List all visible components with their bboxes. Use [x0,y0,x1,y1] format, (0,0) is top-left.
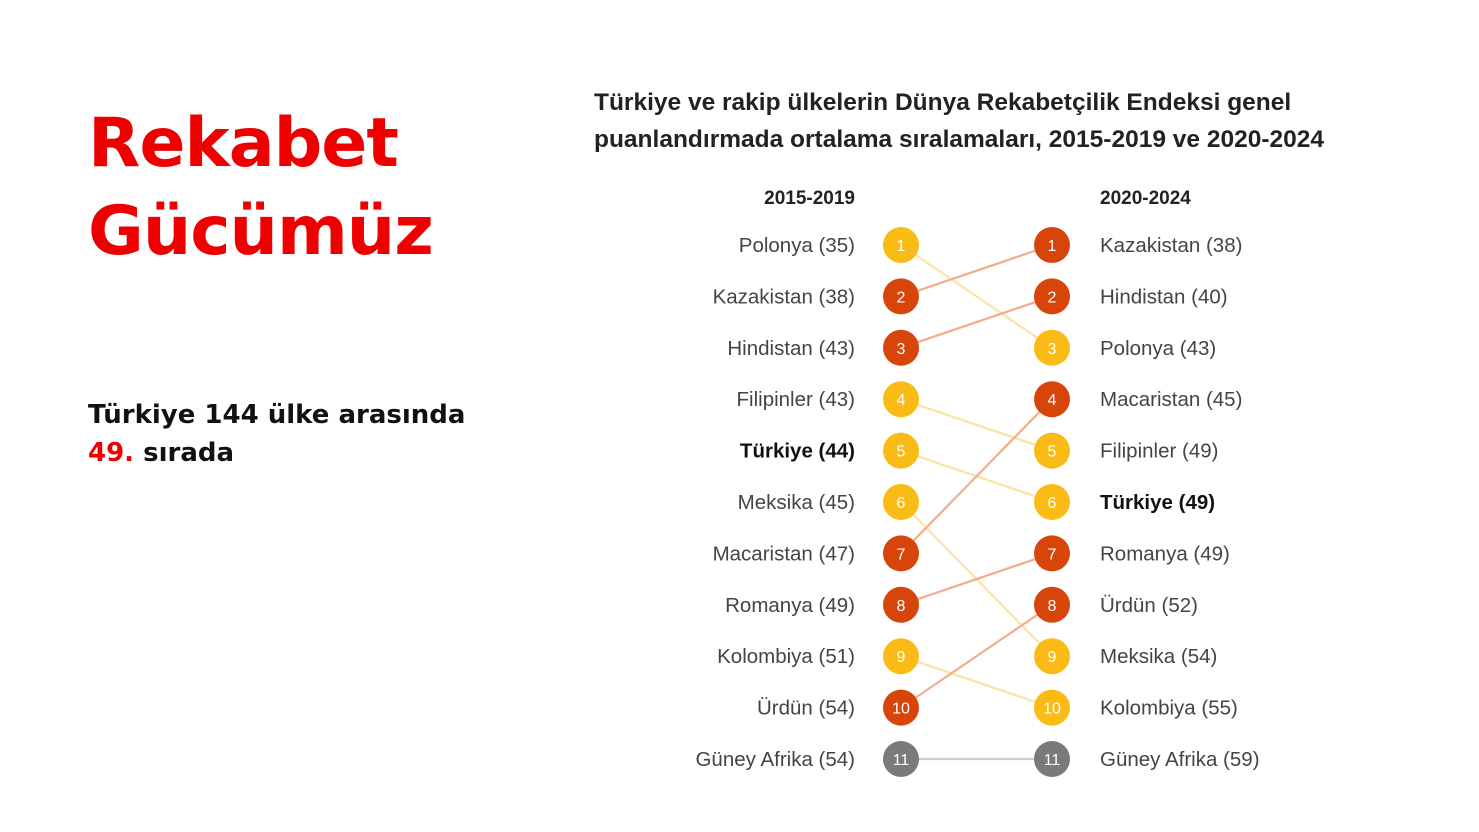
country-3-marker-right [1034,432,1070,469]
country-8-rank-right: 10 [1043,701,1061,718]
country-7-rank-left: 8 [897,598,906,615]
country-9-rank-right: 8 [1048,598,1057,615]
slide-title: Rekabet Gücümüz [88,100,434,276]
country-10-marker-left [883,741,919,777]
country-3-marker-left [883,381,919,418]
country-4-label-left: Türkiye (44) [740,440,855,463]
slide-title-line-1: Rekabet [88,104,399,183]
country-4-rank-left: 5 [897,444,906,461]
country-6-label-left: Macaristan (47) [713,542,855,565]
country-8-marker-left [883,638,919,675]
country-2-rank-left: 3 [897,341,906,358]
country-labels: Polonya (35) Polonya (43) Kazakistan (38) K… [695,234,1259,771]
country-1-rank-left: 2 [897,289,906,306]
country-3-rank-right: 5 [1048,444,1057,461]
subtitle-line-2: 49. sırada [88,434,465,472]
country-8-marker-right [1034,689,1070,726]
country-8-rank-left: 9 [897,649,906,666]
country-6-connector [900,398,1053,555]
country-4-rank-right: 6 [1048,495,1057,512]
country-8-label-right: Kolombiya (55) [1100,697,1238,720]
subtitle-rest: sırada [134,438,235,468]
country-5-marker-left [883,484,919,520]
country-10-rank-left: 11 [893,752,910,769]
period-header-left: 2015-2019 [764,188,855,209]
country-10-label-right: Güney Afrika (59) [1100,748,1260,771]
country-3-connector [900,398,1053,452]
country-5-rank-left: 6 [897,495,906,512]
country-3-rank-left: 4 [897,392,906,409]
country-10-rank-right: 11 [1044,752,1061,769]
country-6-rank-right: 4 [1048,392,1057,409]
country-2-label-left: Hindistan (43) [727,337,855,360]
country-5-marker-right [1034,638,1070,675]
country-7-rank-right: 7 [1048,546,1057,563]
chart-title: Türkiye ve rakip ülkelerin Dünya Rekabet… [594,84,1424,158]
country-10-marker-right [1034,741,1070,777]
period-header-right: 2020-2024 [1100,188,1191,209]
country-0-marker-right [1034,329,1070,366]
country-9-marker-left [883,689,919,726]
country-4-label-right: Türkiye (49) [1100,491,1215,514]
country-0-rank-left: 1 [897,238,906,255]
subtitle-rank: 49. [88,438,135,468]
country-2-label-right: Hindistan (40) [1100,285,1228,308]
country-6-marker-right [1034,381,1070,418]
country-0-label-left: Polonya (35) [739,234,855,257]
country-9-marker-right [1034,586,1070,623]
country-0-label-right: Polonya (43) [1100,337,1216,360]
country-0-marker-left [883,227,919,263]
country-7-label-left: Romanya (49) [725,594,855,617]
country-9-label-left: Ürdün (54) [757,697,855,720]
country-4-marker-right [1034,484,1070,520]
country-1-label-left: Kazakistan (38) [713,285,855,308]
country-9-connector [900,603,1053,709]
country-10-label-left: Güney Afrika (54) [695,748,855,771]
country-5-label-right: Meksika (54) [1100,645,1217,668]
country-9-rank-left: 10 [892,701,910,718]
country-6-rank-left: 7 [897,546,906,563]
slide-subtitle: Türkiye 144 ülke arasında 49. sırada [88,396,465,472]
country-2-marker-left [883,329,919,366]
country-0-connector [900,244,1053,349]
country-2-marker-right [1034,278,1070,315]
connector-lines [900,243,1053,761]
chart-title-line-2: puanlandırmada ortalama sıralamaları, 20… [594,126,1324,153]
country-1-marker-left [883,278,919,315]
country-7-marker-right [1034,535,1070,572]
country-0-rank-right: 3 [1048,341,1057,358]
country-8-label-left: Kolombiya (51) [717,645,855,668]
country-5-label-left: Meksika (45) [738,491,855,514]
country-9-label-right: Ürdün (52) [1100,594,1198,617]
country-7-marker-left [883,586,919,623]
country-1-rank-right: 1 [1048,238,1057,255]
country-1-label-right: Kazakistan (38) [1100,234,1242,257]
country-4-marker-left [883,432,919,469]
country-3-label-right: Filipinler (49) [1100,440,1218,463]
country-1-marker-right [1034,227,1070,263]
country-1-connector [900,243,1053,298]
slide-title-line-2: Gücümüz [88,192,434,271]
rank-markers: 1 3 2 1 3 2 4 5 5 6 6 9 7 4 8 7 9 10 10 8 11 11 [883,227,1070,777]
country-2-connector [900,295,1053,349]
subtitle-line-1: Türkiye 144 ülke arasında [88,400,466,430]
country-7-label-right: Romanya (49) [1100,542,1230,565]
country-6-marker-left [883,535,919,572]
country-8-connector [900,655,1053,709]
country-5-rank-right: 9 [1048,649,1057,666]
country-7-connector [900,552,1053,606]
country-6-label-right: Macaristan (45) [1100,388,1242,411]
country-2-rank-right: 2 [1048,289,1057,306]
country-3-label-left: Filipinler (43) [737,388,855,411]
chart-title-line-1: Türkiye ve rakip ülkelerin Dünya Rekabet… [594,89,1292,116]
